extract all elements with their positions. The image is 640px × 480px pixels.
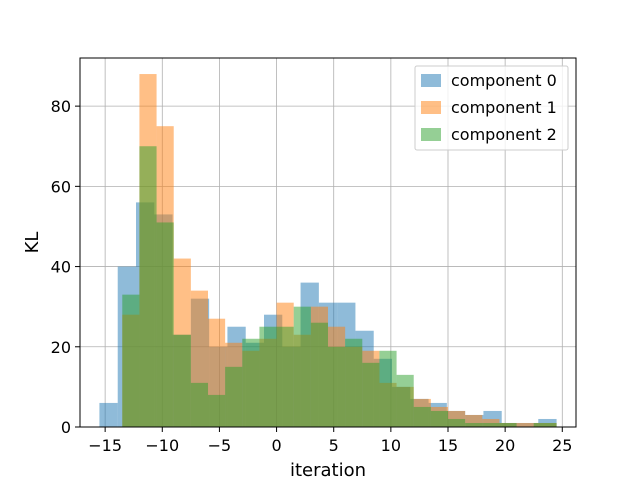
histogram-bar (465, 422, 483, 427)
y-tick-label: 60 (51, 177, 71, 196)
y-tick-label: 80 (51, 97, 71, 116)
histogram-bar (173, 334, 191, 427)
x-tick-label: −5 (208, 436, 232, 455)
histogram-bar (310, 322, 328, 427)
histogram-bar (396, 374, 414, 427)
x-tick-label: −10 (145, 436, 179, 455)
y-tick-label: 0 (61, 418, 71, 437)
histogram-bar (345, 338, 363, 427)
histogram-bar (156, 222, 174, 427)
histogram-bar (533, 422, 557, 427)
legend-box (414, 65, 569, 151)
x-tick-label: 25 (552, 436, 572, 455)
legend-label: component 1 (451, 98, 557, 117)
histogram-bar (139, 146, 157, 427)
histogram-bar (122, 294, 140, 427)
y-axis-label: KL (22, 232, 43, 254)
histogram-bar (225, 366, 243, 427)
histogram-bar (430, 410, 448, 427)
histogram-bar (276, 326, 294, 427)
x-tick-label: 0 (271, 436, 281, 455)
histogram-bar (413, 406, 431, 427)
series-2-bars (122, 146, 557, 427)
histogram-bar (259, 326, 277, 427)
histogram-bar (499, 422, 517, 427)
x-tick-label: −15 (88, 436, 122, 455)
y-tick-label: 40 (51, 258, 71, 277)
histogram-bar (99, 402, 118, 427)
legend: component 0 component 1 component 2 (414, 65, 569, 151)
x-tick-label: 15 (438, 436, 458, 455)
histogram-bar (362, 362, 380, 427)
histogram-bar (379, 350, 397, 427)
x-tick-label: 5 (329, 436, 339, 455)
histogram-bar (328, 346, 346, 427)
histogram-bar (293, 306, 311, 427)
histogram-bar (242, 338, 260, 427)
legend-swatch (421, 101, 441, 114)
x-tick-label: 20 (495, 436, 515, 455)
histogram-bar (448, 418, 466, 427)
y-tick-label: 20 (51, 338, 71, 357)
axis-ticks: −15 −10 −5 0 5 10 15 20 25 0 20 40 60 80 (51, 97, 573, 455)
histogram-bar (208, 394, 226, 427)
legend-label: component 0 (451, 71, 557, 90)
histogram-bar (190, 382, 208, 427)
histogram-bars (99, 74, 557, 427)
legend-swatch (421, 74, 441, 87)
legend-swatch (421, 128, 441, 141)
histogram-bar (516, 422, 534, 427)
histogram-bar (482, 422, 500, 427)
legend-label: component 2 (451, 125, 557, 144)
plot-area-frame (79, 57, 577, 428)
x-tick-label: 10 (381, 436, 401, 455)
x-axis-label: iteration (290, 460, 366, 480)
